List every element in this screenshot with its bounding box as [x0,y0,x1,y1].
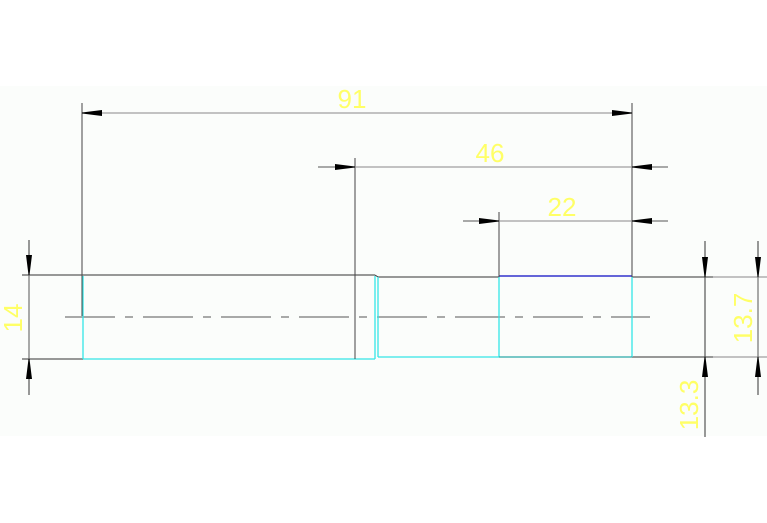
extension-lines [81,103,633,359]
dimension-text-91: 91 [338,84,367,114]
dimension-13-7: 13.7 [728,241,761,395]
dimension-13-3: 13.3 [674,241,708,437]
dimension-46: 46 [318,138,668,170]
dimension-text-46: 46 [476,138,505,168]
dimension-text-13-3: 13.3 [674,380,704,431]
dimension-14: 14 [0,240,32,395]
dimension-text-13-7: 13.7 [728,293,758,344]
dimension-text-22: 22 [548,192,577,222]
shaft-cyan-edges [82,276,633,360]
dimension-text-14: 14 [0,304,28,333]
dimension-22: 22 [463,192,668,224]
dimension-91: 91 [82,84,632,116]
drawing-area [0,86,767,436]
